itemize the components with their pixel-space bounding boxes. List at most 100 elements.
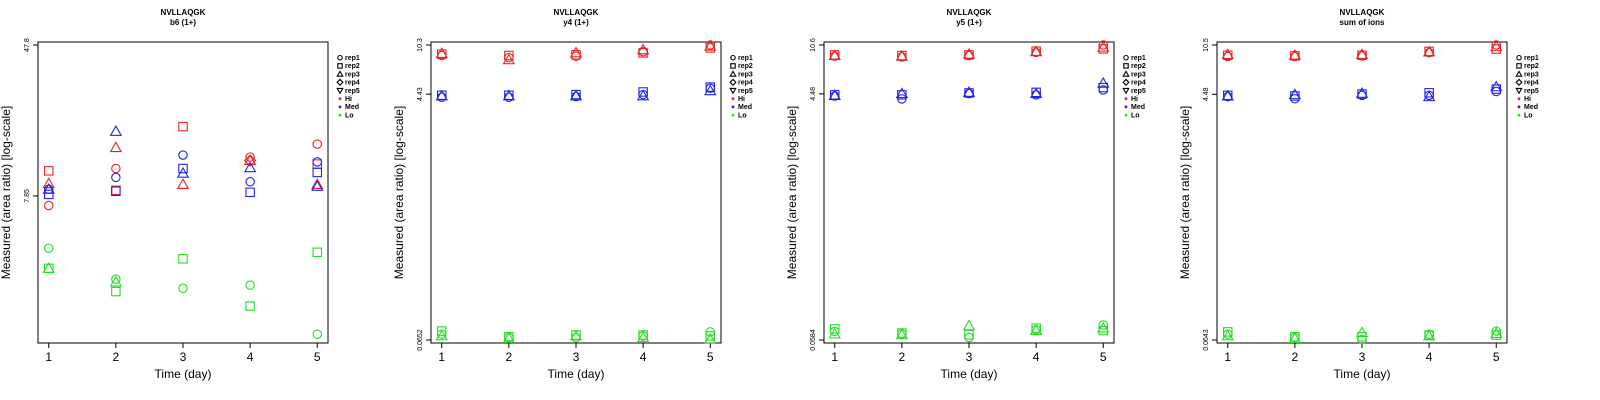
x-tick-label: 4 [247, 350, 254, 364]
data-point [569, 46, 583, 58]
legend-symbol [1516, 63, 1522, 69]
data-point [243, 161, 257, 173]
legend-label: rep1 [738, 55, 753, 62]
data-point [42, 177, 55, 189]
data-point [502, 332, 516, 343]
legend-symbol [1122, 87, 1130, 95]
data-point [828, 89, 841, 101]
legend-label: rep3 [738, 71, 753, 78]
data-point [1490, 80, 1503, 92]
data-point [43, 189, 54, 200]
chart-title: NVLLAQGK [554, 8, 599, 17]
y-tick-label: 7.85 [24, 189, 31, 203]
data-point [312, 247, 323, 258]
data-point [1422, 90, 1436, 102]
chart-subtitle: y5 (1+) [956, 18, 982, 27]
x-tick-label: 1 [1224, 350, 1231, 364]
data-point [311, 180, 324, 191]
data-point [962, 47, 976, 59]
x-tick-label: 2 [113, 350, 120, 364]
data-point [436, 326, 447, 336]
x-tick-label: 3 [966, 350, 973, 364]
legend-label: rep4 [345, 80, 360, 87]
chart-subtitle: sum of ions [1340, 18, 1385, 27]
legend-label: Lo [1131, 112, 1140, 119]
data-point [1288, 48, 1302, 60]
data-point [636, 331, 650, 343]
y-tick-label: 0.0643 [1203, 329, 1210, 351]
data-point [1491, 86, 1502, 97]
y-tick-label: 0.0652 [417, 329, 424, 351]
data-point [1221, 89, 1234, 101]
data-point [964, 332, 974, 343]
legend-symbol [336, 70, 344, 77]
data-point [828, 49, 841, 61]
data-point [1355, 87, 1369, 98]
legend-symbol [731, 105, 735, 109]
legend-label: rep1 [1524, 55, 1539, 62]
data-point [571, 332, 581, 343]
legend-label: rep1 [345, 55, 360, 62]
legend-symbol [1515, 78, 1523, 86]
legend-label: rep5 [1524, 88, 1539, 95]
data-point [1424, 88, 1434, 98]
data-point [111, 172, 121, 183]
data-point [1029, 324, 1043, 336]
data-point [829, 324, 840, 334]
legend-symbol [336, 78, 344, 86]
legend-symbol [1124, 113, 1128, 117]
legend-label: Hi [1524, 96, 1531, 103]
legend-label: rep4 [1524, 80, 1539, 87]
data-point [43, 243, 54, 253]
x-tick-label: 5 [314, 350, 321, 364]
data-point [569, 329, 583, 341]
legend-label: rep2 [738, 63, 753, 70]
data-point [1290, 332, 1300, 342]
data-point [1029, 87, 1043, 99]
legend-symbol [336, 87, 344, 95]
chart-subtitle: y4 (1+) [563, 18, 589, 27]
legend-label: rep5 [738, 88, 753, 95]
data-point [1097, 40, 1110, 52]
plot-frame [37, 41, 329, 344]
data-point [1490, 40, 1503, 52]
y-tick-label: 4.48 [1203, 87, 1210, 101]
data-point [1221, 48, 1234, 60]
data-point [435, 47, 448, 59]
data-point [705, 82, 716, 92]
legend-label: Med [1131, 104, 1145, 111]
data-point [312, 167, 323, 178]
y-tick-label: 0.0584 [810, 329, 817, 351]
data-point [895, 328, 909, 340]
data-point [43, 166, 54, 176]
data-point [895, 87, 909, 99]
legend-label: Lo [345, 112, 354, 119]
legend-symbol [338, 97, 342, 101]
legend-label: Med [345, 104, 359, 111]
legend-label: rep4 [738, 80, 753, 87]
data-point [245, 301, 255, 311]
legend-symbol [337, 54, 343, 61]
data-point [704, 332, 717, 344]
legend-label: Lo [738, 112, 747, 119]
x-tick-label: 5 [707, 350, 714, 364]
data-point [636, 89, 650, 101]
data-point [895, 49, 909, 61]
data-point [1097, 76, 1110, 88]
y-tick-label: 10.6 [810, 38, 817, 52]
legend-symbol [1122, 78, 1130, 86]
data-point [178, 283, 188, 294]
data-point [111, 286, 121, 297]
legend-label: rep1 [1131, 55, 1146, 62]
data-point [704, 39, 717, 51]
x-tick-label: 3 [573, 350, 580, 364]
y-axis-label: Measured (area ratio) [log-scale] [1178, 106, 1192, 279]
data-point [829, 326, 840, 337]
data-point [109, 125, 123, 136]
